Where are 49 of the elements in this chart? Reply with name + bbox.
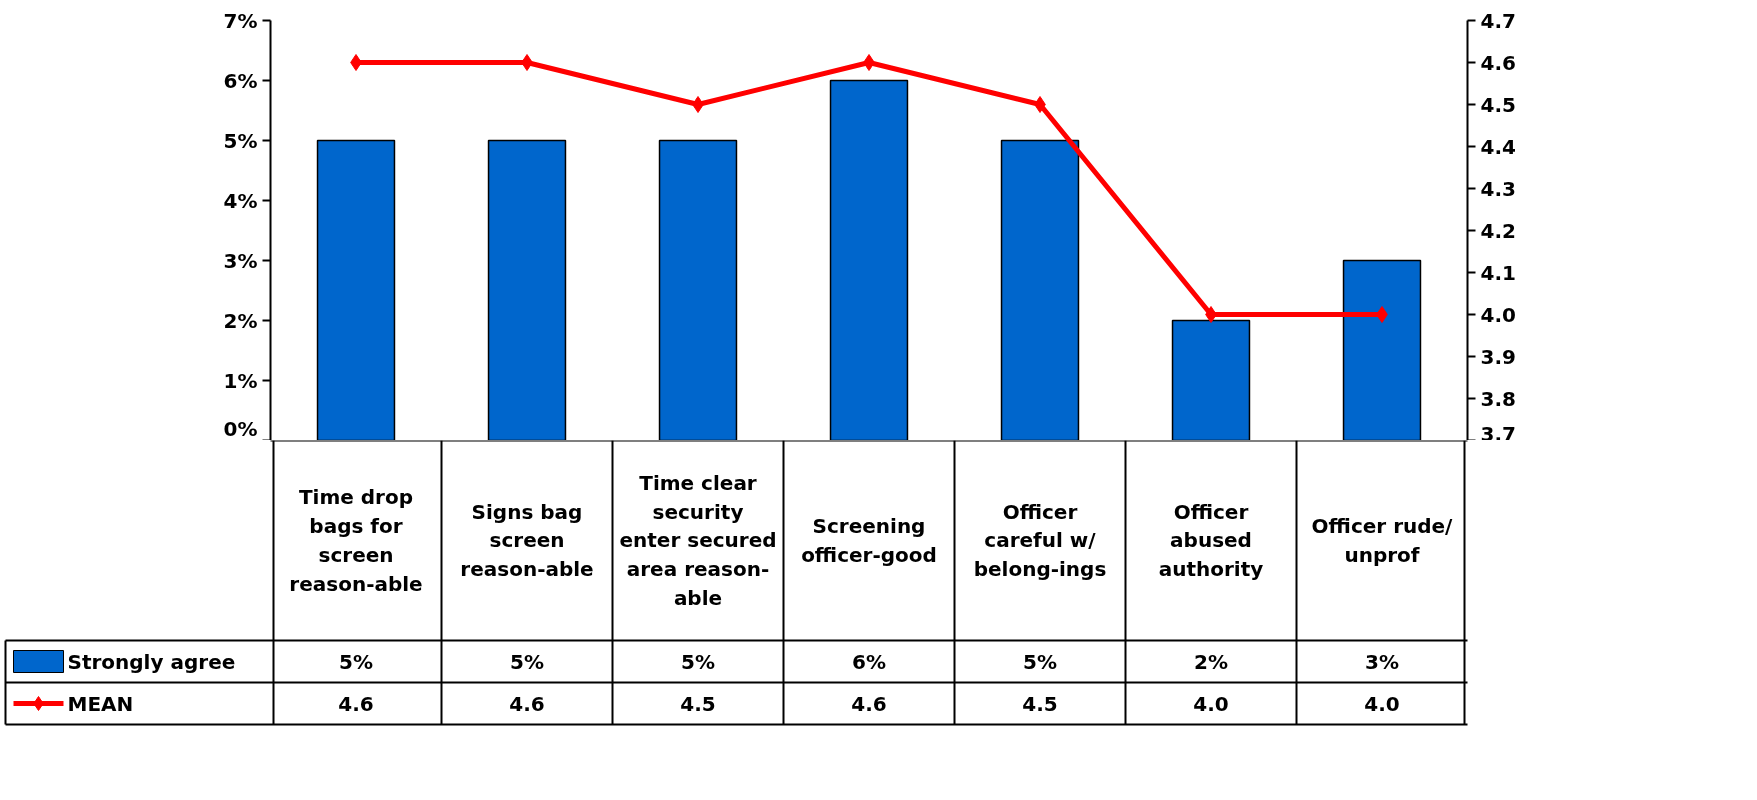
data-label: 4.6 (509, 691, 545, 716)
y2-tick-label: 4.0 (1480, 302, 1516, 327)
data-label: 5% (510, 649, 544, 674)
point (350, 54, 362, 71)
data-label: 5% (681, 649, 715, 674)
data-label: 2% (1194, 649, 1228, 674)
point (1205, 306, 1217, 323)
point (1034, 96, 1046, 113)
legend-label: Strongly agree (67, 649, 236, 674)
x-tick-label: Officer rude/ unprof (1311, 514, 1454, 567)
y-tick-label: 6% (223, 68, 258, 93)
data-label: 3% (1365, 649, 1399, 674)
x-tick-label: Time drop bags for screen reason-able (289, 485, 423, 596)
data-label: 4.5 (1022, 691, 1058, 716)
x-tick-label: Time clear security enter secured area reason-able (619, 470, 777, 611)
data-label: 4.5 (680, 691, 716, 716)
y2-tick-label: 4.1 (1480, 260, 1516, 285)
y-tick-label: 0% (223, 416, 258, 441)
data-label: 5% (339, 649, 373, 674)
y-tick-label: 3% (223, 248, 258, 273)
y2-tick-label: 3.8 (1480, 386, 1516, 411)
y2-tick-label: 3.7 (1480, 421, 1516, 446)
y2-tick-label: 3.9 (1480, 344, 1516, 369)
point (1376, 306, 1388, 323)
point (692, 96, 704, 113)
data-label: 4.0 (1364, 691, 1400, 716)
data-label: 5% (1023, 649, 1057, 674)
x-tick-label: Officer abused authority (1158, 499, 1264, 582)
x-tick-label: Signs bag screen reason-able (460, 499, 594, 582)
y2-tick-label: 4.3 (1480, 176, 1516, 201)
data-label: 4.6 (851, 691, 887, 716)
y2-tick-label: 4.7 (1480, 8, 1516, 33)
y-tick-label: 2% (223, 308, 258, 333)
y-tick-label: 5% (223, 128, 258, 153)
y2-tick-label: 4.2 (1480, 218, 1516, 243)
y-tick-label: 1% (223, 368, 258, 393)
y-tick-label: 7% (223, 8, 258, 33)
point (521, 54, 533, 71)
data-label: 4.0 (1193, 691, 1229, 716)
y2-tick-label: 4.5 (1480, 92, 1516, 117)
legend-label: MEAN (67, 691, 134, 716)
y2-tick-label: 4.4 (1480, 134, 1516, 159)
y-tick-label: 4% (223, 188, 258, 213)
data-label: 4.6 (338, 691, 374, 716)
y2-tick-label: 4.6 (1480, 50, 1516, 75)
point (863, 54, 875, 71)
data-label: 6% (852, 649, 886, 674)
x-tick-label: Screening officer-good (801, 514, 937, 567)
x-tick-label: Officer careful w/ belong-ings (973, 499, 1107, 582)
